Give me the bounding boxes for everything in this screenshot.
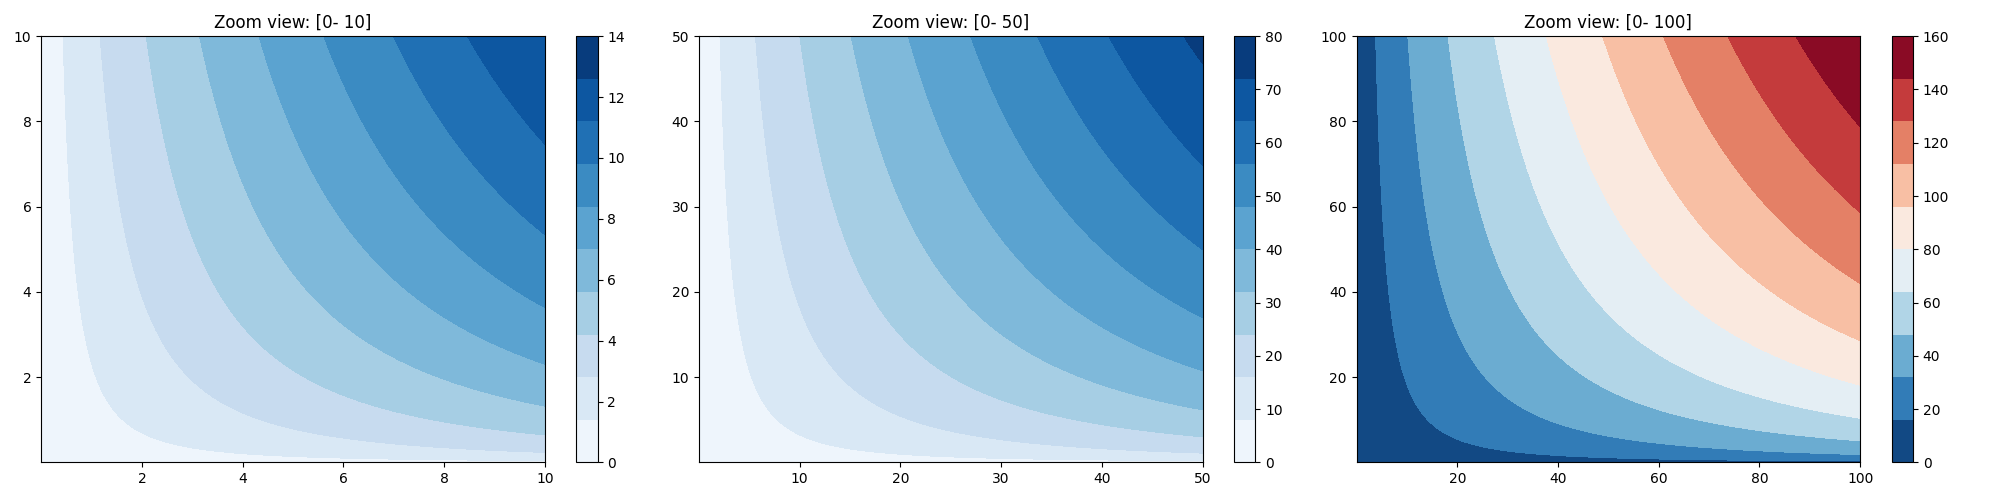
- Title: Zoom view: [0- 50]: Zoom view: [0- 50]: [872, 14, 1030, 32]
- Title: Zoom view: [0- 10]: Zoom view: [0- 10]: [214, 14, 372, 32]
- Title: Zoom view: [0- 100]: Zoom view: [0- 100]: [1524, 14, 1692, 32]
